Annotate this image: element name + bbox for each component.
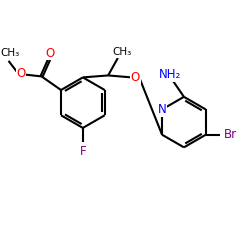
Text: O: O: [16, 67, 26, 80]
Text: Br: Br: [224, 128, 237, 141]
Text: N: N: [158, 103, 166, 116]
Text: O: O: [46, 46, 55, 60]
Text: CH₃: CH₃: [0, 48, 19, 58]
Text: CH₃: CH₃: [112, 47, 131, 57]
Text: F: F: [80, 145, 86, 158]
Text: NH₂: NH₂: [159, 68, 182, 81]
Text: O: O: [131, 71, 140, 84]
